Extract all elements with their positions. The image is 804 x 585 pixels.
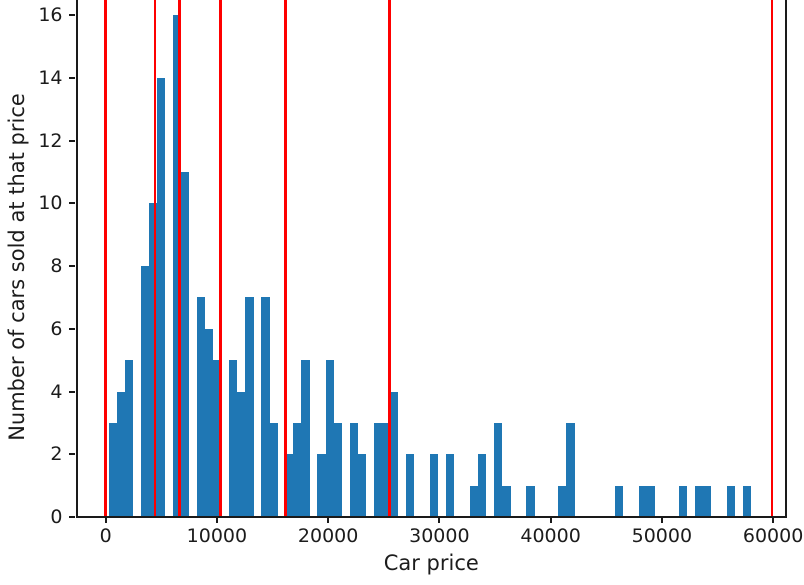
y-tick-mark: [69, 390, 75, 393]
histogram-bar: [197, 297, 206, 517]
cluster-vline: [284, 0, 287, 517]
y-tick-label: 10: [38, 192, 63, 215]
histogram-bar: [478, 454, 487, 517]
histogram-bar: [638, 485, 648, 517]
cluster-vline: [770, 0, 774, 517]
cluster-vline: [218, 0, 222, 517]
histogram-bar: [148, 203, 158, 517]
y-tick-label: 0: [50, 506, 63, 528]
histogram-bar: [261, 297, 270, 517]
y-tick-mark: [69, 327, 75, 330]
histogram-bar: [405, 454, 415, 517]
histogram-bar: [124, 360, 134, 517]
histogram-bar: [566, 422, 575, 517]
x-tick-label: 20000: [297, 525, 359, 547]
histogram-bar: [116, 391, 125, 517]
y-axis-spine: [76, 0, 78, 518]
histogram-bar: [108, 422, 117, 517]
y-tick-mark: [69, 265, 75, 268]
cluster-vline: [153, 0, 157, 517]
histogram-bar: [470, 485, 479, 517]
x-axis-label: Car price: [383, 551, 479, 575]
x-axis-spine: [76, 516, 787, 518]
y-tick-label: 14: [38, 66, 63, 89]
histogram-bar: [558, 485, 567, 517]
histogram-bar: [172, 15, 182, 517]
x-tick-label: 40000: [520, 525, 581, 547]
x-tick-label: 60000: [742, 525, 804, 547]
y-tick-label: 8: [50, 255, 63, 278]
cluster-vline: [388, 0, 391, 517]
histogram-bar: [678, 485, 688, 517]
histogram-bar: [526, 485, 535, 517]
x-tick-mark: [549, 517, 552, 523]
cluster-vline: [178, 0, 181, 517]
y-tick-mark: [69, 76, 75, 79]
histogram-bar: [702, 485, 712, 517]
histogram-bar: [325, 360, 334, 517]
histogram-bar: [373, 422, 383, 517]
y-tick-mark: [69, 516, 75, 518]
histogram-bar: [694, 485, 704, 517]
y-tick-mark: [69, 139, 75, 142]
y-tick-mark: [69, 202, 75, 205]
x-tick-mark: [660, 517, 663, 523]
histogram-bar: [156, 77, 166, 517]
y-tick-label: 6: [50, 317, 63, 340]
x-tick-mark: [772, 517, 775, 523]
y-tick-label: 2: [50, 443, 63, 466]
x-tick-label: 30000: [409, 525, 470, 547]
right-spine: [785, 0, 787, 518]
x-tick-mark: [215, 517, 218, 523]
histogram-bar: [349, 422, 358, 517]
x-tick-label: 10000: [186, 525, 248, 547]
histogram-bar: [269, 422, 278, 517]
x-tick-mark: [104, 517, 107, 523]
x-tick-mark: [327, 517, 330, 523]
y-tick-mark: [69, 14, 75, 17]
histogram-bar: [285, 454, 294, 517]
y-tick-mark: [69, 453, 75, 456]
histogram-bar: [213, 360, 222, 517]
histogram-bar: [357, 454, 366, 517]
histogram-bar: [317, 454, 326, 517]
histogram-bar: [180, 171, 190, 517]
histogram-bar: [333, 422, 342, 517]
histogram-bar: [646, 485, 656, 517]
histogram-bar: [502, 485, 511, 517]
histogram-bar: [237, 391, 246, 517]
y-tick-label: 12: [38, 129, 63, 152]
histogram-bar: [229, 360, 238, 517]
histogram-bar: [389, 391, 399, 517]
plot-area: 0 10000 20000 30000 40000 50000 60000 0 2 4 6 8 10 1…: [38, 0, 803, 547]
histogram-bar: [614, 485, 623, 517]
x-tick-label: 50000: [631, 525, 693, 547]
histogram-bar: [743, 485, 752, 517]
histogram-bar: [429, 454, 439, 517]
y-tick-label: 4: [50, 380, 63, 403]
histogram-bar: [494, 422, 503, 517]
histogram-bar: [727, 485, 736, 517]
histogram-bar: [381, 422, 391, 517]
y-tick-label: 16: [38, 4, 63, 27]
x-tick-mark: [438, 517, 441, 523]
histogram-bar: [205, 328, 214, 517]
histogram-bar: [293, 422, 302, 517]
cluster-vline: [104, 0, 107, 517]
x-tick-label: 0: [99, 525, 112, 547]
histogram-bar: [245, 297, 254, 517]
histogram-bar: [140, 266, 150, 517]
histogram-bar: [301, 360, 310, 517]
histogram-bar: [445, 454, 455, 517]
